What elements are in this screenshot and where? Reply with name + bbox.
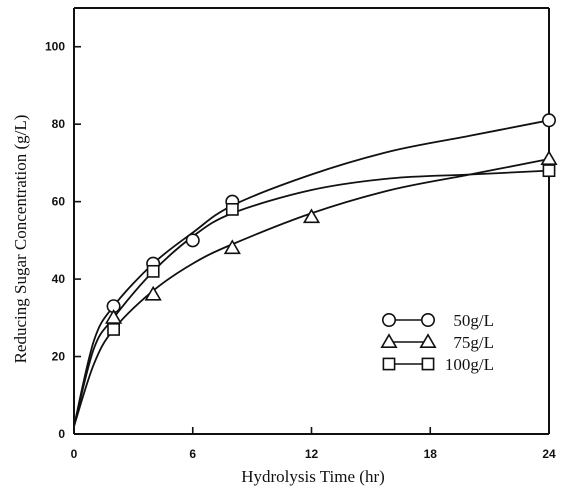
- legend-marker-triangle: [419, 333, 437, 348]
- triangle-marker: [104, 309, 123, 324]
- legend-marker-circle: [420, 312, 435, 327]
- series-points: [104, 113, 558, 336]
- x-tick-label: 24: [542, 447, 556, 461]
- series-curves: [73, 119, 550, 427]
- y-tick-label: 100: [45, 40, 65, 54]
- legend-label: 75g/L: [453, 333, 494, 352]
- y-axis: 0 20 40 60 80 100: [45, 40, 81, 441]
- curve-circle: [73, 119, 550, 427]
- legend-marker-circle: [381, 312, 396, 327]
- triangle-marker: [223, 239, 241, 255]
- square-marker: [225, 202, 239, 216]
- legend-marker-triangle: [380, 333, 398, 348]
- curve-square: [73, 169, 550, 427]
- legend-label: 100g/L: [445, 355, 494, 374]
- square-marker: [107, 323, 120, 336]
- triangle-marker: [540, 150, 558, 166]
- x-tick-label: 18: [424, 447, 438, 461]
- x-tick-label: 12: [305, 447, 319, 461]
- legend-marker-square: [382, 357, 396, 371]
- x-tick-label: 6: [189, 447, 196, 461]
- y-tick-label: 40: [52, 272, 66, 286]
- triangle-marker: [144, 285, 162, 301]
- y-tick-label: 60: [52, 195, 66, 209]
- circle-marker: [185, 233, 200, 248]
- square-marker: [146, 264, 160, 278]
- y-tick-label: 80: [52, 117, 66, 131]
- x-axis-label: Hydrolysis Time (hr): [241, 467, 385, 486]
- y-tick-label: 0: [58, 427, 65, 441]
- legend-label: 50g/L: [453, 311, 494, 330]
- x-tick-label: 0: [71, 447, 78, 461]
- y-axis-label: Reducing Sugar Concentration (g/L): [11, 115, 30, 364]
- y-tick-label: 20: [52, 350, 66, 364]
- triangle-marker: [302, 208, 321, 224]
- x-axis: 0 6 12 18 24: [71, 427, 556, 461]
- legend: 50g/L 75g/L 100g/L: [380, 311, 494, 374]
- circle-marker: [541, 113, 556, 128]
- plot-frame: [73, 7, 550, 435]
- legend-marker-square: [421, 357, 435, 371]
- square-marker: [542, 164, 556, 178]
- curve-triangle: [73, 158, 550, 427]
